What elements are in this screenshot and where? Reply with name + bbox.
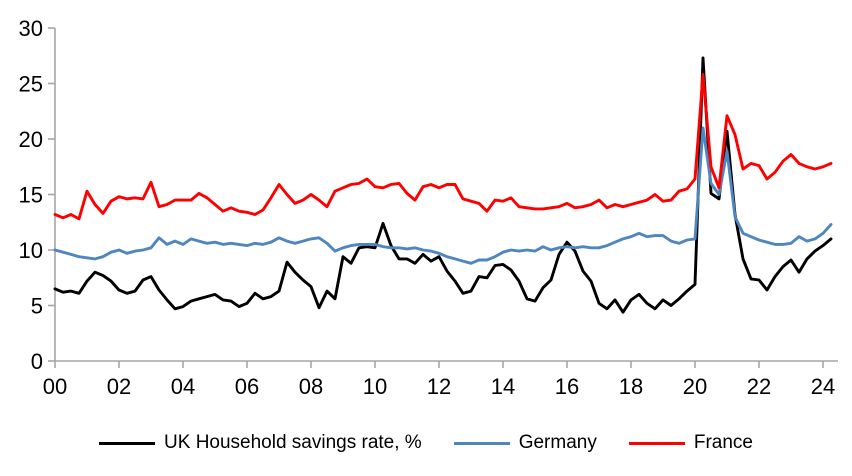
series-line-germany [53,126,833,265]
x-tick-label: 14 [491,374,515,399]
x-tick-label: 22 [747,374,771,399]
x-tick-label: 10 [363,374,387,399]
x-tick-label: 16 [555,374,579,399]
legend-label-uk: UK Household savings rate, % [164,432,422,453]
legend-item-uk: UK Household savings rate, % [99,432,422,454]
x-tick-label: 24 [811,374,835,399]
line-chart-canvas: 0 5 10 15 20 25 30 00 02 04 06 08 10 12 14 16 18 20 22 24 [19,16,838,399]
legend-label-france: France [693,432,753,453]
x-tick-label: 04 [171,374,195,399]
legend-line-swatch-uk [99,441,156,445]
y-tick-label: 10 [19,238,43,263]
x-tick-label: 08 [299,374,323,399]
series-line-france [53,73,833,221]
x-tick-label: 00 [43,374,67,399]
legend-item-france: France [628,432,753,454]
legend-label-germany: Germany [518,432,597,453]
x-tick-label: 18 [619,374,643,399]
legend-item-germany: Germany [453,432,597,454]
x-tick-label: 02 [107,374,131,399]
chart-legend: UK Household savings rate, % Germany Franc… [0,426,852,460]
y-tick-label: 20 [19,127,43,152]
y-tick-label: 15 [19,183,43,208]
y-tick-label: 0 [31,349,43,374]
x-tick-label: 20 [683,374,707,399]
legend-line-swatch-germany [453,441,510,445]
x-tick-label: 06 [235,374,259,399]
x-tick-label: 12 [427,374,451,399]
y-tick-label: 5 [31,294,43,319]
y-tick-label: 25 [19,72,43,97]
y-tick-label: 30 [19,16,43,41]
legend-line-swatch-france [628,441,685,445]
